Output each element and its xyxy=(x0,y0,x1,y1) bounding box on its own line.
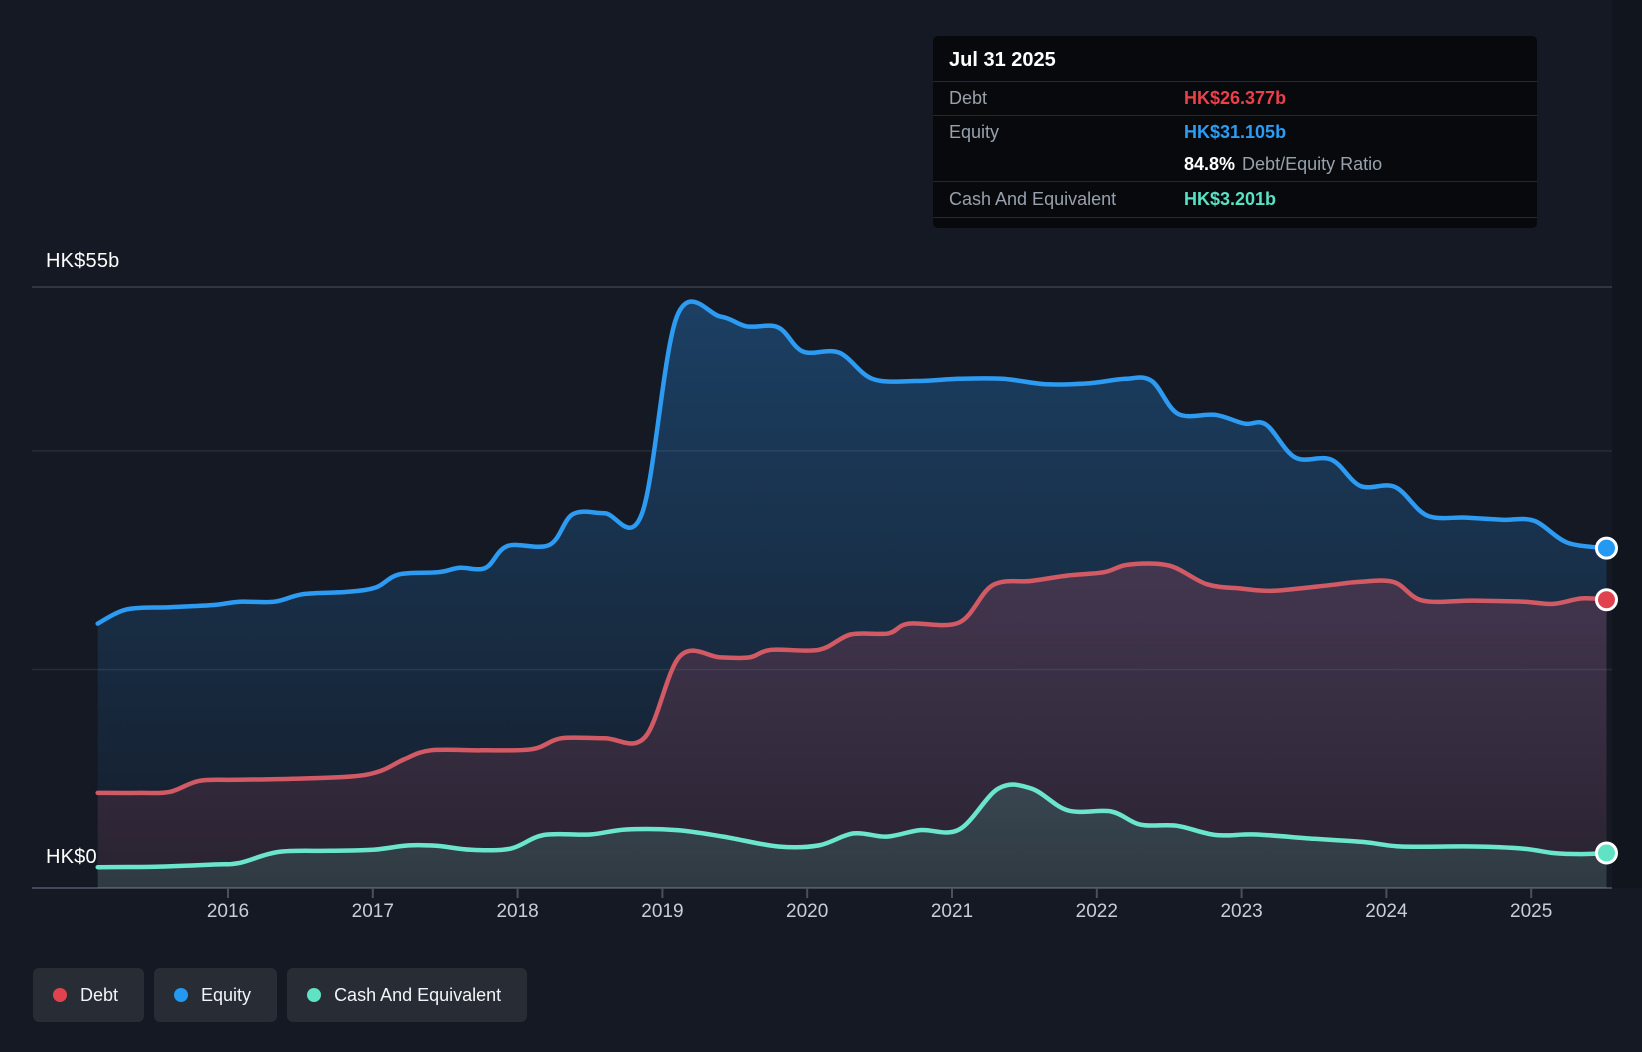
legend-item-debt[interactable]: Debt xyxy=(33,968,145,1022)
tooltip-ratio-label: Debt/Equity Ratio xyxy=(1242,154,1383,174)
tooltip-equity-value: HK$31.105b xyxy=(1184,121,1287,142)
legend-cash-label: Cash And Equivalent xyxy=(334,984,502,1005)
tooltip-row-ratio: 84.8% Debt/Equity Ratio xyxy=(933,148,1537,182)
x-axis-label-2018: 2018 xyxy=(496,901,539,922)
y-axis-max-label: HK$55b xyxy=(46,250,120,272)
tooltip-debt-value: HK$26.377b xyxy=(1184,88,1287,108)
x-axis-label-2021: 2021 xyxy=(930,901,974,922)
tooltip-ratio: 84.8% Debt/Equity Ratio xyxy=(1184,154,1382,175)
legend-equity-label: Equity xyxy=(201,984,252,1005)
x-axis-label-2016: 2016 xyxy=(206,901,250,922)
x-axis-label-2017: 2017 xyxy=(351,901,394,922)
tooltip: Jul 31 2025 Debt HK$26.377b Equity HK$31… xyxy=(933,36,1537,228)
x-axis-label-2020: 2020 xyxy=(786,901,829,922)
legend-item-cash[interactable]: Cash And Equivalent xyxy=(287,968,528,1022)
tooltip-date: Jul 31 2025 xyxy=(949,49,1056,71)
tooltip-row-cash: Cash And Equivalent HK$3.201b xyxy=(933,182,1537,218)
tooltip-row-debt: Debt HK$26.377b xyxy=(933,81,1537,115)
tooltip-debt-label: Debt xyxy=(949,88,988,108)
x-axis-label-2019: 2019 xyxy=(641,901,684,922)
tooltip-ratio-value: 84.8% xyxy=(1184,154,1236,174)
x-axis-label-2024: 2024 xyxy=(1365,901,1408,922)
x-axis-label-2022: 2022 xyxy=(1075,901,1118,922)
cash-endpoint-marker xyxy=(1594,841,1618,865)
x-axis-label-2025: 2025 xyxy=(1510,901,1553,922)
y-axis-zero-label: HK$0 xyxy=(46,846,97,868)
tooltip-cash-value: HK$3.201b xyxy=(1184,189,1277,209)
debt-endpoint-marker xyxy=(1594,588,1618,612)
legend-debt-label: Debt xyxy=(80,984,119,1005)
x-axis-label-2023: 2023 xyxy=(1220,901,1263,922)
equity-dot-icon xyxy=(174,988,189,1002)
tooltip-cash-label: Cash And Equivalent xyxy=(949,189,1117,209)
tooltip-equity-label: Equity xyxy=(949,121,1000,142)
cash-dot-icon xyxy=(307,988,322,1002)
legend-item-equity[interactable]: Equity xyxy=(154,968,278,1022)
tooltip-row-equity: Equity HK$31.105b xyxy=(933,115,1537,148)
debt-dot-icon xyxy=(53,988,67,1002)
legend: Debt Equity Cash And Equivalent xyxy=(33,968,528,1022)
equity-endpoint-marker xyxy=(1594,536,1618,560)
